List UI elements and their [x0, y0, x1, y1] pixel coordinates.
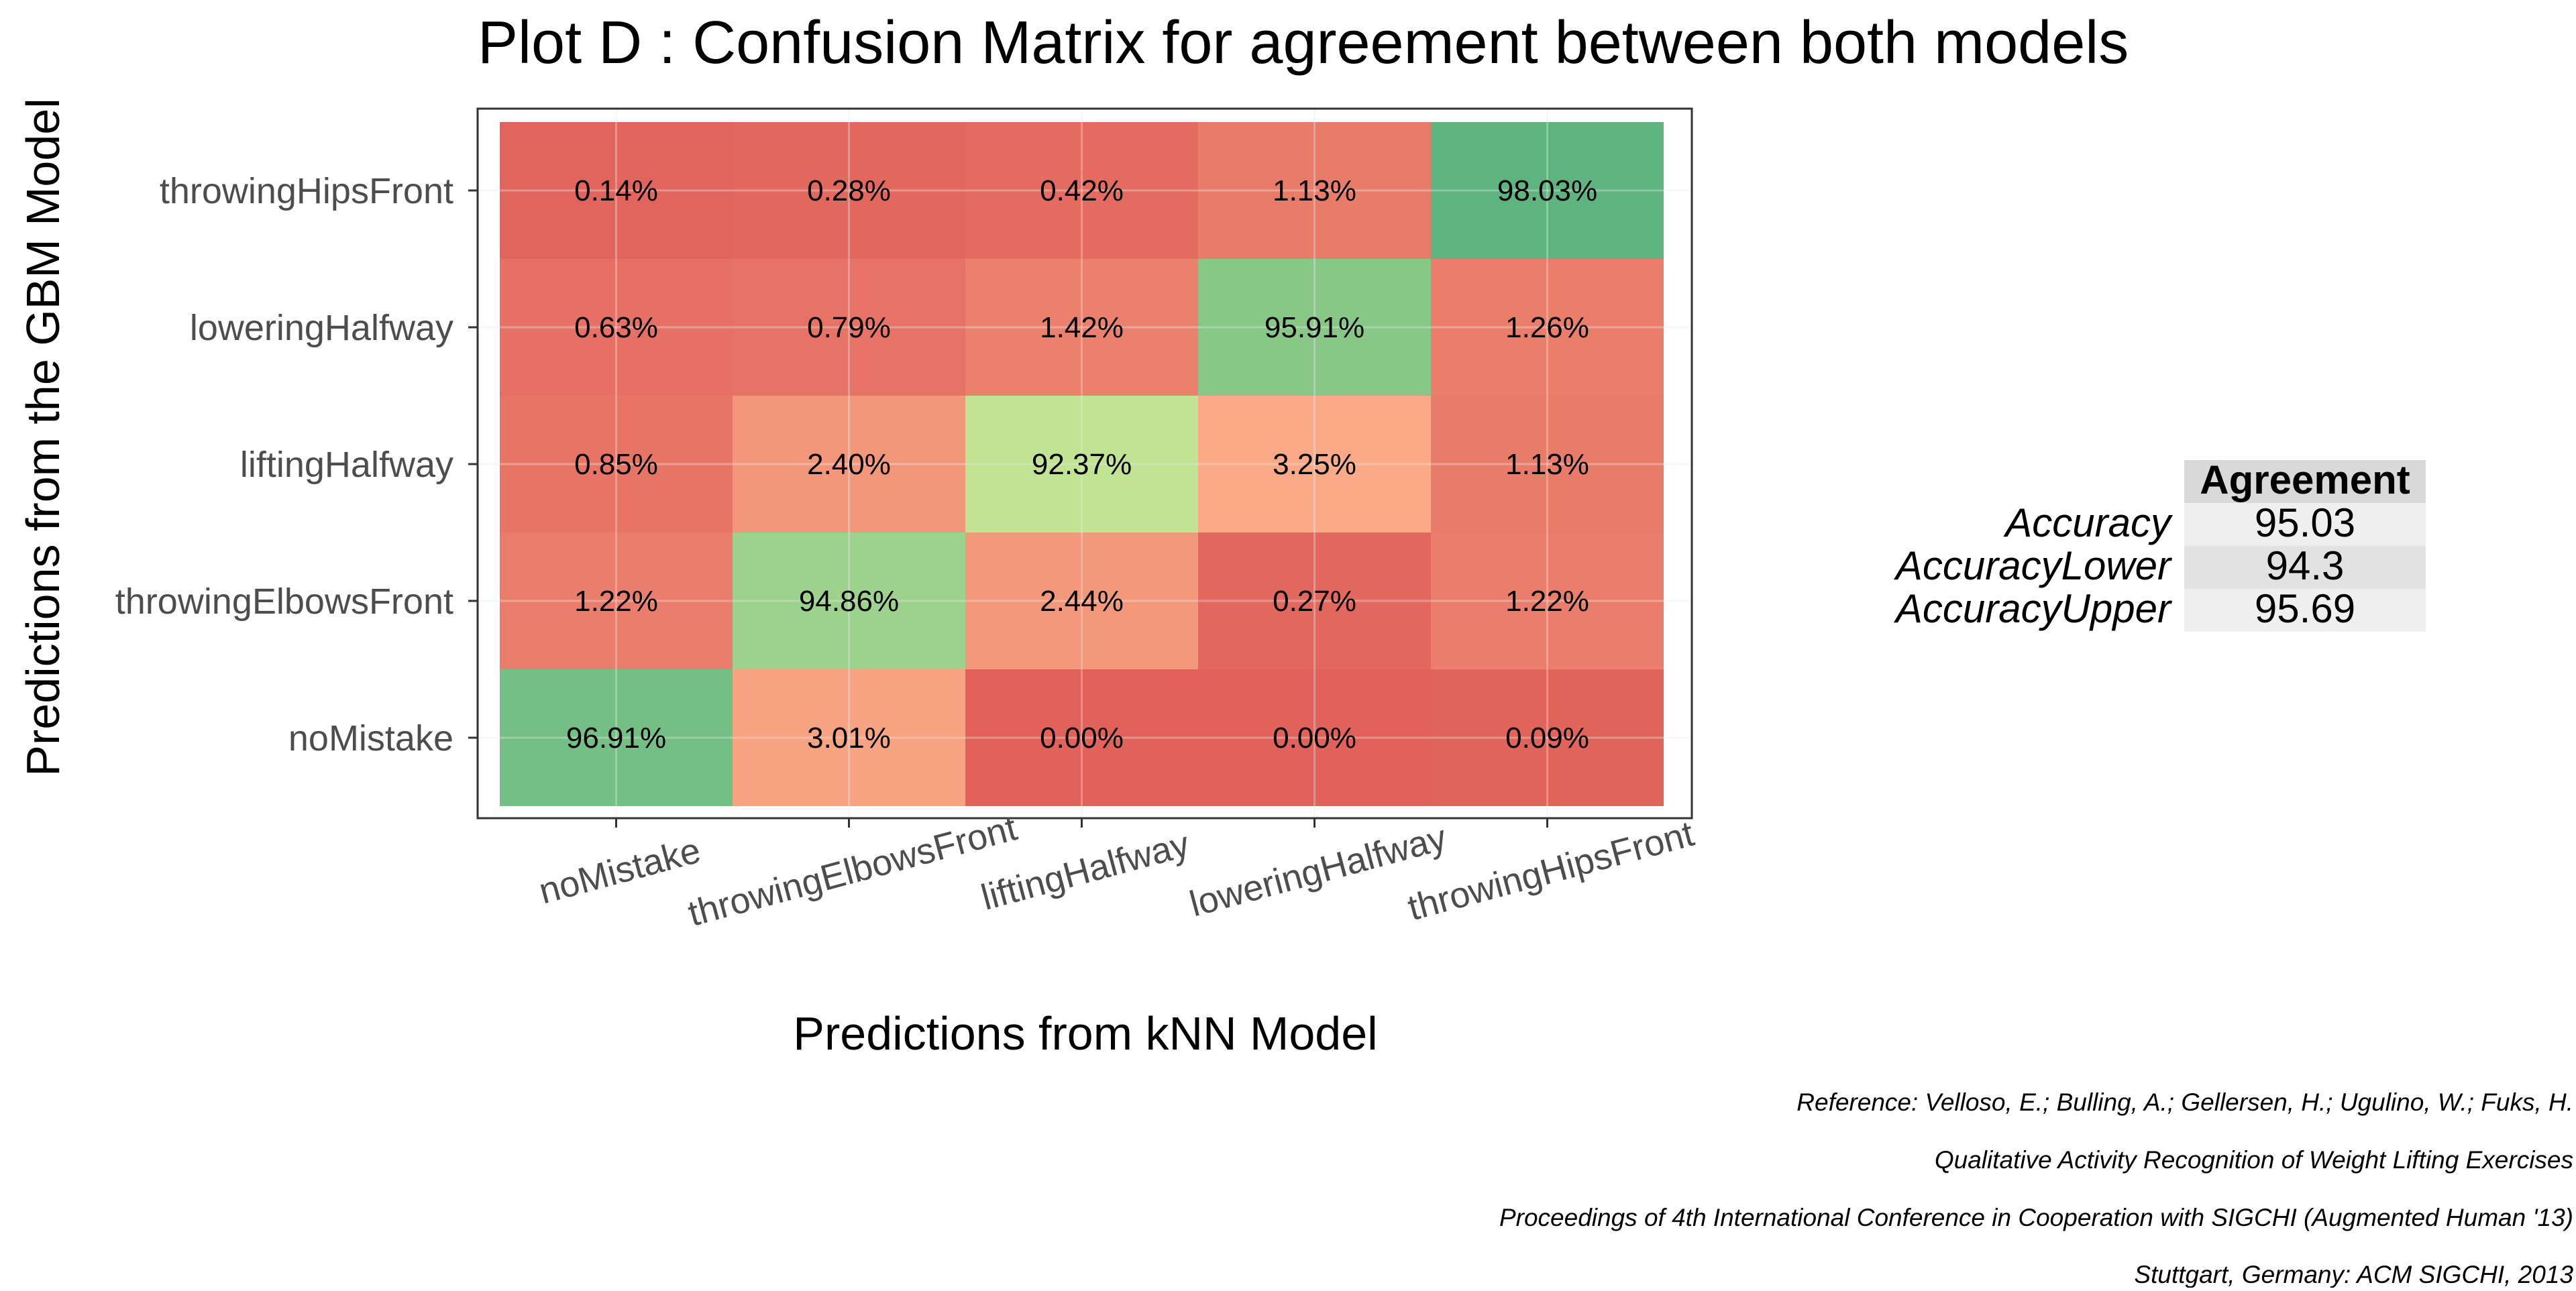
- heatmap-cell-throwing-elbows-front-lowering-halfway: [1198, 532, 1431, 669]
- agreement-table: Agreement Accuracy 95.03 AccuracyLower 94.3 A…: [1894, 457, 2426, 632]
- x-axis: noMistakethrowingElbowsFrontliftingHalfw…: [535, 807, 1698, 934]
- heatmap-cell-no-mistake-lifting-halfway: [965, 669, 1198, 806]
- reference-line-4: Stuttgart, Germany: ACM SIGCHI, 2013: [2134, 1261, 2573, 1288]
- heatmap-cell-no-mistake-lowering-halfway: [1198, 669, 1431, 806]
- heatmap-cell-throwing-elbows-front-throwing-hips-front: [1431, 532, 1664, 669]
- heatmap-cell-lifting-halfway-no-mistake: [500, 396, 733, 532]
- cell-label-lifting-halfway-throwing-elbows-front: 2.40%: [807, 448, 891, 481]
- cell-label-no-mistake-throwing-hips-front: 0.09%: [1505, 722, 1589, 754]
- cell-labels: 0.14% 0.28% 0.42% 1.13% 98.03% 0.63% 0.79% 1.42…: [566, 174, 1597, 754]
- x-tick-label-no-mistake: noMistake: [535, 830, 704, 912]
- heatmap-cell-no-mistake-throwing-elbows-front: [733, 669, 965, 806]
- cell-label-no-mistake-no-mistake: 96.91%: [566, 722, 666, 754]
- cell-label-lowering-halfway-lifting-halfway: 1.42%: [1040, 311, 1124, 344]
- heatmap-cell-throwing-elbows-front-throwing-elbows-front: [733, 532, 965, 669]
- cell-label-throwing-hips-front-no-mistake: 0.14%: [574, 174, 658, 207]
- cell-label-lifting-halfway-throwing-hips-front: 1.13%: [1505, 448, 1589, 481]
- y-tick-label-lowering-halfway: loweringHalfway: [190, 308, 453, 348]
- cell-label-throwing-hips-front-lowering-halfway: 1.13%: [1273, 174, 1356, 207]
- y-axis-title: Predictions from the GBM Model: [17, 98, 69, 776]
- cell-label-lifting-halfway-lifting-halfway: 92.37%: [1032, 448, 1132, 481]
- x-tick-label-throwing-hips-front: throwingHipsFront: [1403, 813, 1698, 928]
- heatmap-cell-throwing-hips-front-lifting-halfway: [965, 122, 1198, 259]
- y-axis: noMistake throwingElbowsFront liftingHalfw…: [115, 171, 478, 759]
- cell-label-throwing-elbows-front-throwing-elbows-front: 94.86%: [799, 585, 899, 618]
- agreement-value-accuracy-lower: 94.3: [2266, 543, 2345, 588]
- plot-panel: 0.14% 0.28% 0.42% 1.13% 98.03% 0.63% 0.79% 1.42…: [115, 107, 1698, 934]
- reference-line-3: Proceedings of 4th International Confere…: [1499, 1204, 2573, 1231]
- heatmap-cell-no-mistake-no-mistake: [500, 669, 733, 806]
- grid-lines: [478, 109, 1692, 818]
- heatmap-cell-lowering-halfway-lowering-halfway: [1198, 259, 1431, 396]
- cell-label-throwing-elbows-front-no-mistake: 1.22%: [574, 585, 658, 618]
- heatmap-cell-lowering-halfway-no-mistake: [500, 259, 733, 396]
- agreement-label-accuracy-upper: AccuracyUpper: [1894, 586, 2172, 631]
- cell-label-throwing-hips-front-throwing-hips-front: 98.03%: [1497, 174, 1597, 207]
- cell-label-lowering-halfway-no-mistake: 0.63%: [574, 311, 658, 344]
- cell-label-no-mistake-lowering-halfway: 0.00%: [1273, 722, 1356, 754]
- agreement-row-bg-accuracy-lower: [2184, 546, 2426, 589]
- cell-label-lifting-halfway-no-mistake: 0.85%: [574, 448, 658, 481]
- cell-label-throwing-elbows-front-throwing-hips-front: 1.22%: [1505, 585, 1589, 618]
- cell-label-no-mistake-lifting-halfway: 0.00%: [1040, 722, 1124, 754]
- heatmap-cell-lowering-halfway-throwing-hips-front: [1431, 259, 1664, 396]
- heatmap-cell-lifting-halfway-lifting-halfway: [965, 396, 1198, 532]
- agreement-header: Agreement: [2200, 457, 2410, 502]
- cell-label-lowering-halfway-throwing-hips-front: 1.26%: [1505, 311, 1589, 344]
- heatmap-cell-throwing-hips-front-no-mistake: [500, 122, 733, 259]
- heatmap-cell-throwing-hips-front-lowering-halfway: [1198, 122, 1431, 259]
- agreement-row-bg-accuracy-upper: [2184, 589, 2426, 632]
- agreement-header-bg: [2184, 460, 2426, 503]
- agreement-value-accuracy-upper: 95.69: [2255, 586, 2355, 631]
- heatmap-cell-throwing-hips-front-throwing-elbows-front: [733, 122, 965, 259]
- heatmap-cell-lifting-halfway-lowering-halfway: [1198, 396, 1431, 532]
- y-tick-label-throwing-elbows-front: throwingElbowsFront: [115, 581, 453, 622]
- heatmap-cells: [500, 122, 1664, 806]
- heatmap-cell-lowering-halfway-lifting-halfway: [965, 259, 1198, 396]
- y-tick-label-no-mistake: noMistake: [288, 718, 453, 759]
- agreement-label-accuracy: Accuracy: [2003, 500, 2174, 545]
- cell-label-throwing-elbows-front-lowering-halfway: 0.27%: [1273, 585, 1356, 618]
- y-tick-label-throwing-hips-front: throwingHipsFront: [160, 171, 453, 211]
- cell-label-lifting-halfway-lowering-halfway: 3.25%: [1273, 448, 1356, 481]
- cell-label-no-mistake-throwing-elbows-front: 3.01%: [807, 722, 891, 754]
- heatmap-cell-lifting-halfway-throwing-hips-front: [1431, 396, 1664, 532]
- x-tick-label-throwing-elbows-front: throwingElbowsFront: [684, 807, 1022, 934]
- heatmap-cell-lifting-halfway-throwing-elbows-front: [733, 396, 965, 532]
- cell-label-lowering-halfway-throwing-elbows-front: 0.79%: [807, 311, 891, 344]
- cell-label-throwing-hips-front-throwing-elbows-front: 0.28%: [807, 174, 891, 207]
- agreement-row-bg-accuracy: [2184, 503, 2426, 546]
- cell-label-throwing-elbows-front-lifting-halfway: 2.44%: [1040, 585, 1124, 618]
- cell-label-throwing-hips-front-lifting-halfway: 0.42%: [1040, 174, 1124, 207]
- heatmap-cell-throwing-elbows-front-lifting-halfway: [965, 532, 1198, 669]
- reference-caption: Reference: Velloso, E.; Bulling, A.; Gel…: [1499, 1088, 2573, 1288]
- heatmap-cell-throwing-hips-front-throwing-hips-front: [1431, 122, 1664, 259]
- agreement-label-accuracy-lower: AccuracyLower: [1894, 543, 2172, 588]
- chart-title: Plot D : Confusion Matrix for agreement …: [478, 9, 2129, 76]
- x-axis-title: Predictions from kNN Model: [793, 1007, 1377, 1060]
- heatmap-cell-no-mistake-throwing-hips-front: [1431, 669, 1664, 806]
- reference-line-2: Qualitative Activity Recognition of Weig…: [1935, 1146, 2573, 1174]
- heatmap-cell-lowering-halfway-throwing-elbows-front: [733, 259, 965, 396]
- y-tick-label-lifting-halfway: liftingHalfway: [240, 445, 453, 485]
- heatmap-cell-throwing-elbows-front-no-mistake: [500, 532, 733, 669]
- agreement-value-accuracy: 95.03: [2255, 500, 2355, 545]
- reference-line-1: Reference: Velloso, E.; Bulling, A.; Gel…: [1796, 1088, 2573, 1116]
- cell-label-lowering-halfway-lowering-halfway: 95.91%: [1265, 311, 1364, 344]
